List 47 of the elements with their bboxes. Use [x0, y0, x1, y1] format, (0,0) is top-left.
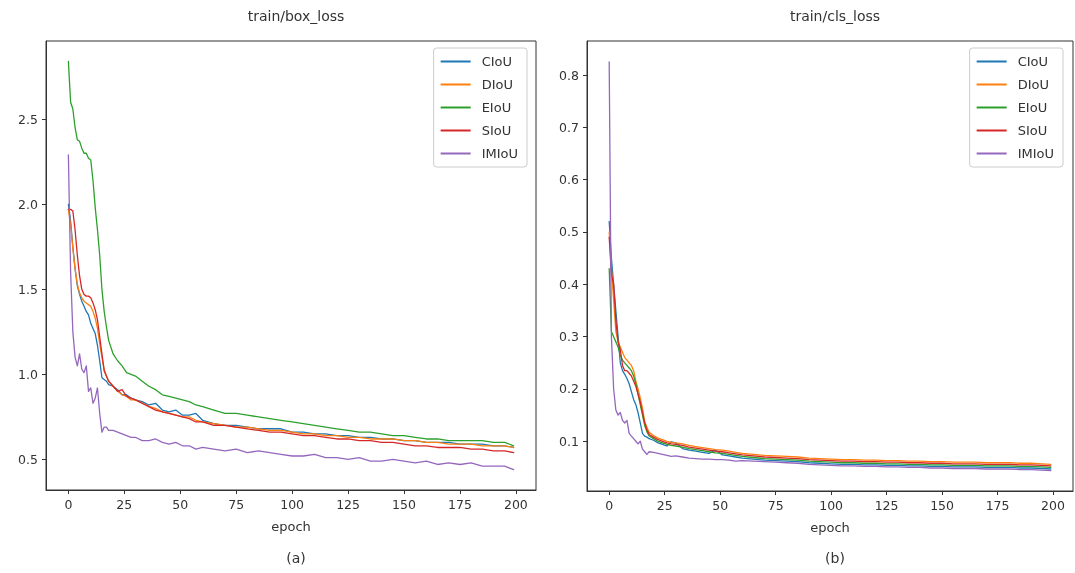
y-tick-label: 0.3: [559, 329, 579, 345]
y-tick-label: 0.7: [559, 119, 579, 135]
x-tick-label: 125: [336, 497, 360, 512]
x-tick-label: 200: [503, 497, 528, 512]
legend-label: SIoU: [1017, 123, 1048, 138]
x-tick-label: 150: [392, 497, 416, 512]
x-tick-label: 75: [228, 497, 245, 512]
x-tick-label: 175: [985, 498, 1010, 513]
legend-label: EIoU: [481, 100, 512, 115]
legend-label: EIoU: [1017, 100, 1048, 115]
chart-title: train/box_loss: [247, 8, 345, 24]
y-tick-label: 0.6: [559, 172, 580, 188]
y-tick-label: 2.5: [18, 111, 38, 127]
text: (b): [825, 550, 845, 566]
chart-title: train/cls_loss: [789, 8, 881, 24]
y-tick-label: 0.5: [559, 224, 579, 240]
legend-label: DIoU: [481, 77, 513, 92]
y-tick-label: 0.8: [559, 67, 580, 83]
x-tick-label: 50: [172, 497, 189, 512]
x-tick-label: 150: [930, 498, 955, 513]
x-tick-label: 75: [767, 498, 784, 513]
y-tick-label: 1.5: [18, 281, 38, 297]
x-tick-label: 100: [280, 497, 305, 512]
legend-label: IMIoU: [1017, 146, 1055, 161]
y-tick-label: 0.1: [559, 433, 579, 449]
x-tick-label: 175: [448, 497, 472, 512]
legend-label: IMIoU: [481, 146, 519, 161]
x-tick-label: 0: [64, 497, 73, 512]
y-tick-label: 2.0: [18, 196, 39, 212]
y-tick-label: 0.4: [559, 276, 580, 292]
x-tick-label: 25: [656, 498, 673, 513]
x-axis-title: epoch: [810, 520, 850, 535]
text: (a): [286, 550, 306, 566]
legend-label: CIoU: [1017, 54, 1049, 69]
x-tick-label: 25: [116, 497, 133, 512]
legend-label: SIoU: [481, 123, 512, 138]
legend-label: CIoU: [481, 54, 513, 69]
legend-label: DIoU: [1017, 77, 1049, 92]
x-tick-label: 50: [712, 498, 729, 513]
y-tick-label: 0.2: [559, 381, 579, 397]
x-axis-title: epoch: [271, 519, 311, 534]
y-tick-label: 0.5: [18, 451, 38, 467]
y-tick-label: 1.0: [18, 366, 39, 382]
x-tick-label: 0: [605, 498, 614, 513]
x-tick-label: 200: [1041, 498, 1065, 513]
x-tick-label: 125: [874, 498, 899, 513]
x-tick-label: 100: [819, 498, 844, 513]
